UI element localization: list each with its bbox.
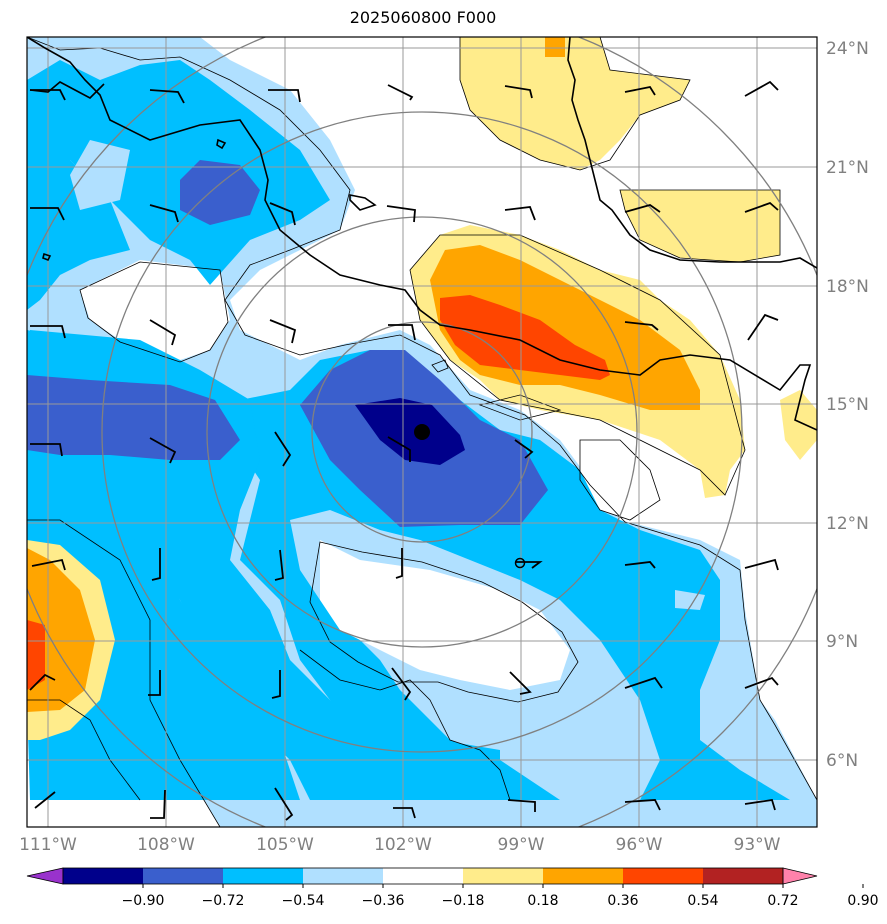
lat-label: 12°N xyxy=(826,514,869,534)
colorbar-tick-label: −0.36 xyxy=(362,893,405,909)
colorbar-tick-label: −0.54 xyxy=(282,893,325,909)
colorbar-tick-label: −0.18 xyxy=(442,893,485,909)
wind-barbs xyxy=(29,80,779,821)
colorbar-tick-label: 0.72 xyxy=(767,893,798,909)
colorbar-swatch xyxy=(623,868,703,884)
lat-label: 6°N xyxy=(826,751,858,771)
colorbar-swatch xyxy=(223,868,303,884)
coastline xyxy=(27,37,817,431)
field-positive-054 xyxy=(27,295,610,690)
lon-axis: 111°W 108°W 105°W 102°W 99°W 96°W 93°W xyxy=(19,835,781,855)
colorbar-tick-label: −0.72 xyxy=(202,893,245,909)
colorbar-swatch xyxy=(463,868,543,884)
colorbar-frame xyxy=(62,867,784,885)
colorbar-tick-label: 0.36 xyxy=(607,893,638,909)
lat-label: 24°N xyxy=(826,39,869,59)
lat-label: 18°N xyxy=(826,277,869,297)
field-white-bay xyxy=(320,540,570,690)
lat-axis: 24°N 21°N 18°N 15°N 12°N 9°N 6°N xyxy=(826,39,869,771)
lat-label: 9°N xyxy=(826,632,858,652)
map-plot-area xyxy=(27,37,817,827)
lat-label: 15°N xyxy=(826,395,869,415)
colorbar-tick-label: 0.54 xyxy=(687,893,718,909)
lon-label: 108°W xyxy=(137,835,195,855)
map-title: 2025060800 F000 xyxy=(349,8,497,27)
range-rings xyxy=(27,37,817,827)
lon-label: 96°W xyxy=(616,835,663,855)
vortex-ring-marker xyxy=(514,557,526,569)
lon-label: 111°W xyxy=(19,835,77,855)
lon-label: 99°W xyxy=(498,835,545,855)
colorbar-swatch xyxy=(703,868,783,884)
storm-center-marker xyxy=(414,424,430,440)
colorbar-tick-label: 0.90 xyxy=(847,893,878,909)
colorbar-swatch xyxy=(543,868,623,884)
colorbar-swatch xyxy=(383,868,463,884)
lon-label: 102°W xyxy=(374,835,432,855)
colorbar-swatch xyxy=(303,868,383,884)
colorbar: −0.90 −0.72 −0.54 −0.36 −0.18 0.18 0.36 0.54 0.7… xyxy=(26,867,879,909)
gridlines xyxy=(27,37,817,827)
field-negative-072 xyxy=(355,398,465,465)
plot-frame xyxy=(26,36,818,828)
colorbar-swatch xyxy=(63,868,143,884)
colorbar-extend-min xyxy=(26,867,64,885)
colorbar-tick-label: −0.90 xyxy=(122,893,165,909)
lat-label: 21°N xyxy=(826,158,869,178)
colorbar-swatch xyxy=(143,868,223,884)
colorbar-tick-label: 0.18 xyxy=(527,893,558,909)
lon-label: 93°W xyxy=(734,835,781,855)
lon-label: 105°W xyxy=(256,835,314,855)
colorbar-extend-max xyxy=(782,867,818,885)
